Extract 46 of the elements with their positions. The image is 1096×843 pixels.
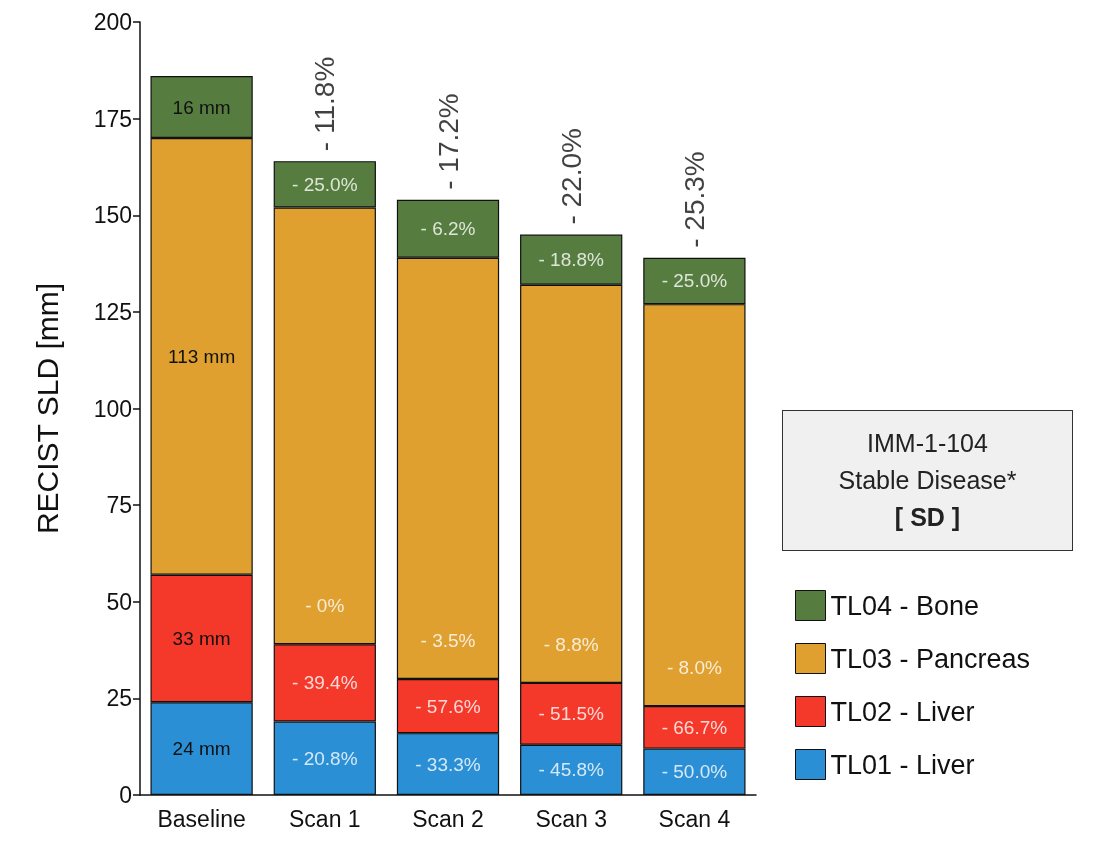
data-label: 113 mm bbox=[167, 345, 236, 367]
text: IMM-1-104 bbox=[866, 428, 989, 459]
annotation: - 8.8% bbox=[543, 633, 599, 655]
annotation: - 45.8% bbox=[538, 759, 605, 781]
y-tick-label: 175 bbox=[93, 105, 132, 132]
legend-label: TL02 - Liver bbox=[830, 696, 975, 727]
annotation: - 25.0% bbox=[292, 173, 358, 195]
x-tick-label: Scan 4 bbox=[658, 805, 731, 832]
annotation: - 50.0% bbox=[661, 761, 728, 783]
y-tick-label: 150 bbox=[93, 202, 132, 229]
y-axis-title: RECIST SLD [mm] bbox=[30, 282, 64, 535]
data-label: 16 mm bbox=[172, 96, 231, 118]
annotation: - 51.5% bbox=[538, 703, 605, 725]
annotation: - 33.3% bbox=[415, 753, 481, 775]
annotation: - 8.0% bbox=[666, 656, 722, 678]
x-tick-label: Baseline bbox=[157, 805, 246, 832]
text: Stable Disease* bbox=[837, 465, 1018, 496]
y-tick-label: 75 bbox=[106, 492, 132, 519]
annotation: - 57.6% bbox=[415, 695, 481, 717]
y-tick-label: 125 bbox=[93, 298, 132, 325]
text: [ SD ] bbox=[893, 502, 962, 533]
y-tick-label: 25 bbox=[106, 685, 132, 712]
data-label: 24 mm bbox=[172, 738, 231, 760]
data-label: 33 mm bbox=[172, 627, 231, 649]
annotation: - 17.2% bbox=[432, 93, 464, 190]
legend-label: TL04 - Bone bbox=[830, 590, 980, 621]
annotation: - 25.3% bbox=[678, 151, 710, 248]
annotation: - 39.4% bbox=[292, 672, 358, 694]
y-tick-label: 200 bbox=[93, 9, 132, 35]
annotation: - 22.0% bbox=[555, 128, 587, 225]
legend-label: TL03 - Pancreas bbox=[830, 643, 1031, 674]
x-tick-label: Scan 3 bbox=[535, 805, 607, 832]
annotation: - 18.8% bbox=[538, 249, 605, 271]
y-tick-label: 50 bbox=[106, 588, 132, 615]
annotation: - 3.5% bbox=[420, 629, 476, 651]
legend-label: TL01 - Liver bbox=[830, 749, 975, 780]
x-tick-label: Scan 2 bbox=[412, 805, 484, 832]
annotation: - 0% bbox=[305, 595, 345, 617]
y-tick-label: 0 bbox=[119, 782, 132, 808]
annotation: - 6.2% bbox=[420, 218, 476, 240]
annotation: - 25.0% bbox=[661, 270, 728, 292]
annotation: - 66.7% bbox=[661, 716, 728, 738]
annotation: - 20.8% bbox=[292, 747, 358, 769]
annotation: - 11.8% bbox=[309, 56, 341, 152]
y-tick-label: 100 bbox=[93, 395, 132, 422]
x-tick-label: Scan 1 bbox=[289, 805, 361, 832]
